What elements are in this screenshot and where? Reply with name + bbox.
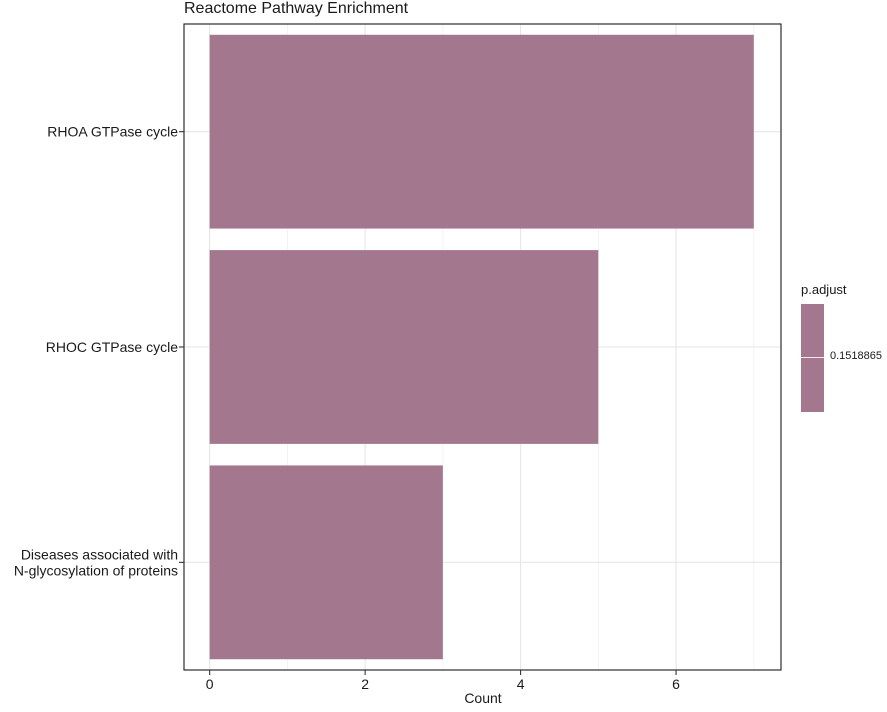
legend-label: 0.1518865 (830, 350, 882, 362)
axes: 0 2 4 6 RHOA GTPase cycle RHOC GTPase cycle Di… (14, 124, 680, 692)
legend-colorbar (801, 304, 824, 412)
x-tick-label: 0 (206, 676, 214, 692)
bar-1 (209, 250, 599, 444)
x-tick-label: 4 (517, 676, 525, 692)
chart-title: Reactome Pathway Enrichment (184, 0, 409, 17)
bar-2 (209, 465, 443, 660)
y-tick-label: RHOA GTPase cycle (47, 124, 178, 140)
x-tick-label: 2 (361, 676, 369, 692)
y-tick-label: Diseases associated with N-glycosylation … (14, 546, 178, 578)
legend-title: p.adjust (801, 282, 847, 297)
x-tick-label: 6 (672, 676, 680, 692)
bar-0 (209, 34, 754, 229)
y-tick-label: RHOC GTPase cycle (46, 339, 178, 355)
bars (209, 34, 754, 660)
legend-tick (801, 357, 824, 358)
x-axis-label: Count (464, 690, 502, 706)
